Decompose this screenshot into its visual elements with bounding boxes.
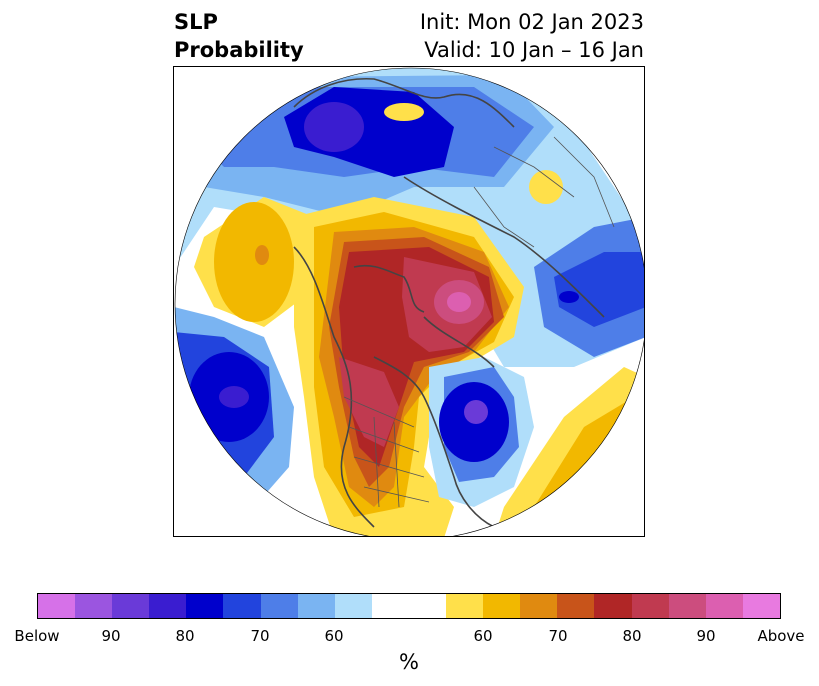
colorbar-unit-label: % [399,650,419,674]
colorbar-swatch [75,594,113,618]
arctic-high-above [447,292,471,312]
colorbar-swatch [705,594,743,618]
colorbar-swatch [668,594,706,618]
colorbar-swatch [631,594,669,618]
colorbar-swatch [371,594,409,618]
colorbar-swatch [38,594,76,618]
political-borders [343,136,615,508]
colorbar-tick-label: 90 [696,627,716,645]
colorbar [37,593,781,619]
colorbar-swatch [408,594,447,618]
title-product: Probability [174,38,304,62]
colorbar-swatch [520,594,558,618]
north-pacific-high-core [214,202,294,322]
colorbar-tick-label: 60 [473,627,493,645]
hemisphere-outline [174,67,644,536]
colorbar-swatch [149,594,187,618]
title-init-date: Init: Mon 02 Jan 2023 [419,10,644,34]
north-pacific-high-center [255,245,269,265]
colorbar-tick-label: 90 [101,627,121,645]
probability-map [174,67,644,536]
atlantic-low-center [464,400,488,424]
title-variable: SLP [174,10,218,34]
pacific-low-center [219,386,249,408]
colorbar-swatch [334,594,372,618]
siberia-high-small [529,170,563,204]
colorbar-swatch [483,594,521,618]
arctic-high-98 [339,357,399,447]
colorbar-tick-label: 70 [250,627,270,645]
atlantic-high-center [614,447,644,507]
colorbar-tick-label: 60 [324,627,344,645]
colorbar-tick-label: 80 [622,627,642,645]
colorbar-swatch [297,594,335,618]
siberia-low-center [559,291,579,303]
coastlines [293,77,605,528]
siberia-low-core [554,252,644,327]
colorbar-swatch [112,594,150,618]
colorbar-tick-label: 80 [175,627,195,645]
colorbar-tick-label: Below [14,627,60,645]
title-valid-range: Valid: 10 Jan – 16 Jan [424,38,644,62]
colorbar-swatch [186,594,224,618]
colorbar-swatch [742,594,780,618]
chart-title-left: SLP Probability [174,8,304,64]
chart-title-right: Init: Mon 02 Jan 2023 Valid: 10 Jan – 16… [420,8,644,64]
colorbar-swatch [446,594,484,618]
map-panel [173,66,645,537]
colorbar-swatch [594,594,632,618]
colorbar-tick-label: 70 [548,627,568,645]
colorbar-swatch [260,594,298,618]
colorbar-swatch [223,594,261,618]
colorbar-swatch [557,594,595,618]
colorbar-tick-label: Above [757,627,805,645]
barents-low-core [304,102,364,152]
scandinavia-high-small [384,103,424,121]
